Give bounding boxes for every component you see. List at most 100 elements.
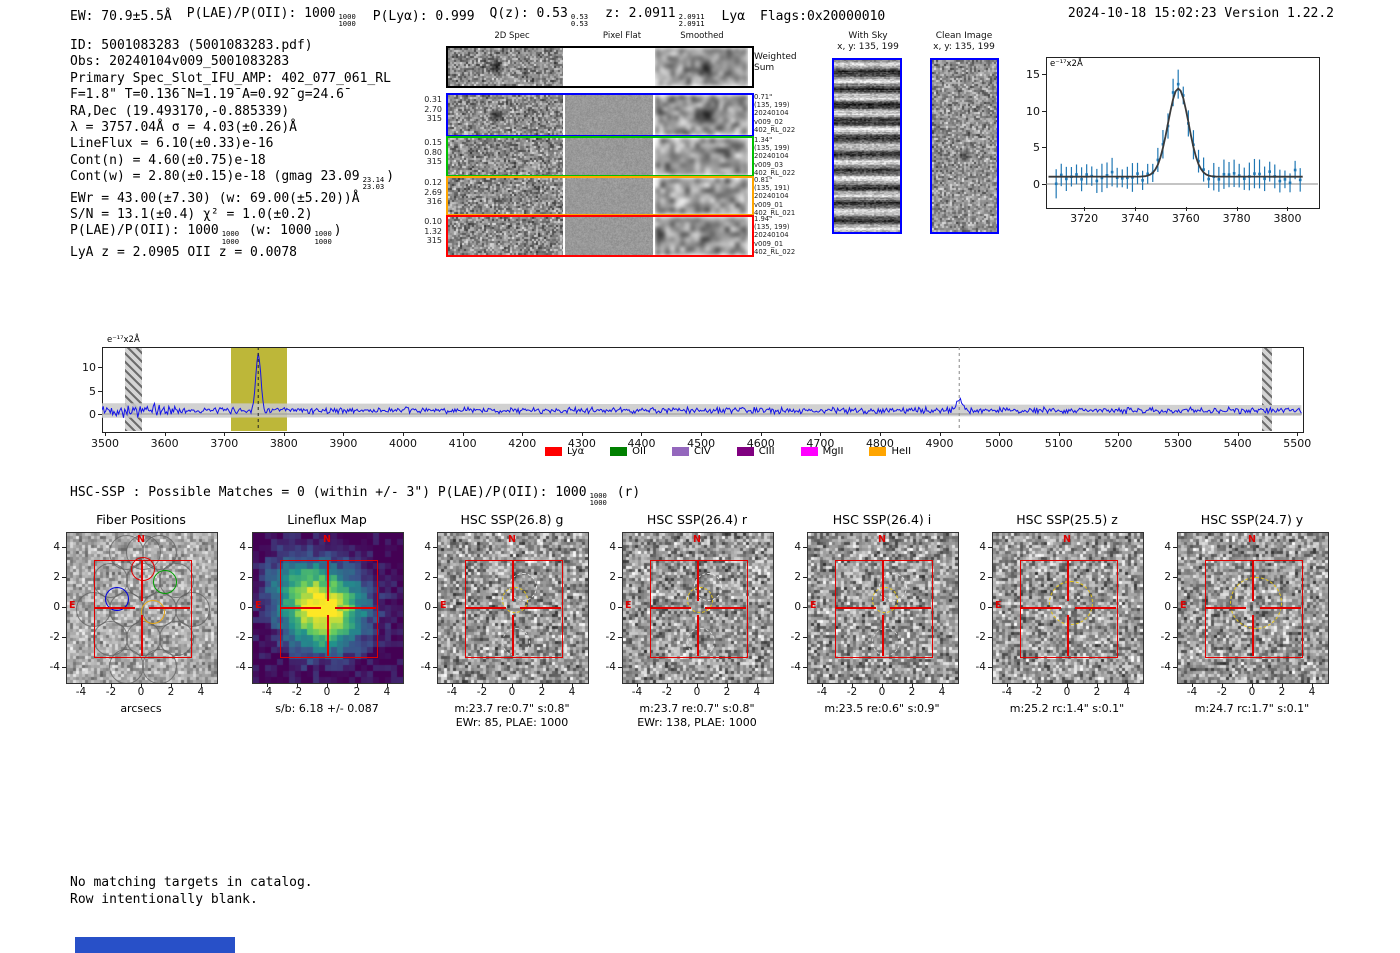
cutout-xtick-mark bbox=[637, 683, 638, 687]
mainplot-canvas bbox=[102, 347, 1302, 431]
compass-east-label: E bbox=[1180, 600, 1187, 611]
spec2d-right-label: 0.71" bbox=[754, 93, 773, 101]
cutout-xtick-label: 0 bbox=[878, 686, 886, 698]
cutout-ytick-mark bbox=[988, 667, 992, 668]
spec2d-row-left-labels: 0.31 2.70 315 bbox=[414, 95, 442, 124]
spec2d-right-label: 20240104 bbox=[754, 192, 789, 201]
spec2d-left-label: 315 bbox=[426, 157, 442, 166]
spec2d-left-label: 2.69 bbox=[424, 187, 442, 197]
crosshair-h bbox=[890, 607, 931, 609]
compass-east-label: E bbox=[995, 600, 1002, 611]
cutout-xtick-label: 2 bbox=[1278, 686, 1286, 698]
spec2d-row-right-labels: 1.94" (135, 199) 20240104 v009_01 402_RL_022 bbox=[754, 215, 814, 256]
mainplot-ytick-mark bbox=[98, 414, 102, 415]
cutout-xtick-label: 2 bbox=[1093, 686, 1101, 698]
spec2d-col-title: Pixel Flat bbox=[602, 31, 642, 41]
spec2d-row bbox=[446, 215, 754, 257]
cutout-title: HSC SSP(26.4) i bbox=[832, 512, 932, 527]
cutout-ytick-mark bbox=[62, 607, 66, 608]
spec2d-col-title: Smoothed bbox=[680, 31, 724, 41]
detection-info-block: ID: 5001083283 (5001083283.pdf) Obs: 202… bbox=[70, 38, 394, 261]
crosshair-h bbox=[520, 607, 561, 609]
spec2d-row-left-labels: 0.15 0.80 315 bbox=[414, 138, 442, 167]
hsc-matches-line: HSC-SSP : Possible Matches = 0 (within +… bbox=[70, 485, 641, 508]
extraction-box bbox=[650, 560, 748, 658]
mainplot-xtick-label: 3900 bbox=[329, 437, 358, 450]
cutout-ytick-label: -2 bbox=[1160, 631, 1171, 643]
cutout-xtick-mark bbox=[942, 683, 943, 687]
crosshair-h bbox=[1260, 607, 1301, 609]
cutout-xtick-mark bbox=[1282, 683, 1283, 687]
crosshair-v bbox=[512, 560, 514, 601]
cutout-xtick-mark bbox=[542, 683, 543, 687]
spec2d-left-label: 0.10 bbox=[424, 217, 442, 226]
cutout-xtick-mark bbox=[297, 683, 298, 687]
legend-item: CIV bbox=[671, 446, 711, 457]
fitplot-xtick-label: 3740 bbox=[1120, 212, 1149, 225]
cutout-xtick-label: 0 bbox=[137, 686, 145, 698]
cutout-xtick-label: 4 bbox=[753, 686, 761, 698]
line-type-label: Lyα bbox=[721, 9, 746, 25]
spec2d-subimage bbox=[655, 95, 748, 135]
mainplot-xtick-mark bbox=[1297, 432, 1298, 436]
cutout-ytick-label: -4 bbox=[1160, 661, 1171, 673]
info-ewr: EWr = 43.00(±7.30) (w: 69.00(±5.20))Å bbox=[70, 190, 360, 206]
spec2d-left-label: 0.12 bbox=[424, 178, 442, 187]
legend-swatch bbox=[545, 447, 562, 456]
spec2d-subimage bbox=[655, 138, 748, 175]
cutout-xtick-label: 2 bbox=[353, 686, 361, 698]
cutout-ytick-label: 4 bbox=[794, 541, 801, 553]
spec2d-right-label: 402_RL_022 bbox=[754, 247, 796, 256]
cutout-xtick-label: 0 bbox=[693, 686, 701, 698]
cutout-xtick-label: 0 bbox=[323, 686, 331, 698]
aperture-circle bbox=[502, 587, 528, 613]
cutout-ytick-label: 4 bbox=[53, 541, 60, 553]
fiber-select-circle bbox=[131, 557, 155, 581]
cutout-xtick-mark bbox=[697, 683, 698, 687]
cutout-ytick-label: 0 bbox=[1164, 601, 1171, 613]
cutout-xtick-label: 4 bbox=[197, 686, 205, 698]
spec2d-subimage bbox=[655, 178, 748, 214]
header-stats-bar: EW: 70.9±5.5Å P(LAE)/P(OII): 1000 1000 100… bbox=[70, 6, 885, 27]
cutout-ytick-label: 0 bbox=[794, 601, 801, 613]
cutout-ytick-label: -4 bbox=[420, 661, 431, 673]
mainplot-xtick-mark bbox=[343, 432, 344, 436]
catalog-note-line1: No matching targets in catalog. bbox=[70, 875, 313, 890]
cutout-xtick-mark bbox=[111, 683, 112, 687]
spec2d-subimage bbox=[448, 217, 563, 255]
spec2d-right-label: Sum bbox=[754, 63, 775, 73]
cutout-xtick-mark bbox=[387, 683, 388, 687]
extraction-box bbox=[835, 560, 933, 658]
cutout-xtick-label: 2 bbox=[167, 686, 175, 698]
mainplot-xtick-label: 4000 bbox=[389, 437, 418, 450]
info-obs: Obs: 20240104v009_5001083283 bbox=[70, 54, 290, 70]
cutout-xtick-label: -4 bbox=[631, 686, 643, 698]
plae-fraction: 1000 1000 bbox=[338, 12, 356, 29]
cutout-ytick-mark bbox=[618, 607, 622, 608]
cutout-ytick-label: -2 bbox=[420, 631, 431, 643]
mainplot-xtick-mark bbox=[463, 432, 464, 436]
hatched-band bbox=[1262, 348, 1272, 431]
mainplot-xtick-mark bbox=[999, 432, 1000, 436]
cutout-xtick-label: -4 bbox=[816, 686, 828, 698]
spec2d-col-title: 2D Spec bbox=[494, 31, 530, 41]
spec2d-subimage bbox=[565, 95, 653, 135]
cutout-xtick-label: 0 bbox=[1063, 686, 1071, 698]
cutout-xtick-label: 4 bbox=[938, 686, 946, 698]
cutout-xtick-mark bbox=[1192, 683, 1193, 687]
mainplot-xtick-label: 4800 bbox=[865, 437, 894, 450]
spec2d-subimage bbox=[655, 48, 748, 86]
cutout-sublabel-1: m:23.7 re:0.7" s:0.8" bbox=[639, 702, 755, 715]
legend-swatch bbox=[671, 447, 689, 456]
classification-bar bbox=[75, 937, 235, 953]
cutout-xtick-label: 2 bbox=[908, 686, 916, 698]
compass-north-label: N bbox=[1248, 534, 1256, 545]
cutout-xtick-label: -2 bbox=[291, 686, 303, 698]
neighbor-circle bbox=[872, 628, 900, 656]
cutout-ytick-label: -2 bbox=[975, 631, 986, 643]
legend-item: CIII bbox=[736, 446, 775, 457]
cutout-xtick-label: -2 bbox=[105, 686, 117, 698]
spec2d-right-label: 402_RL_021 bbox=[754, 208, 796, 217]
spec2d-subimage bbox=[565, 138, 653, 175]
